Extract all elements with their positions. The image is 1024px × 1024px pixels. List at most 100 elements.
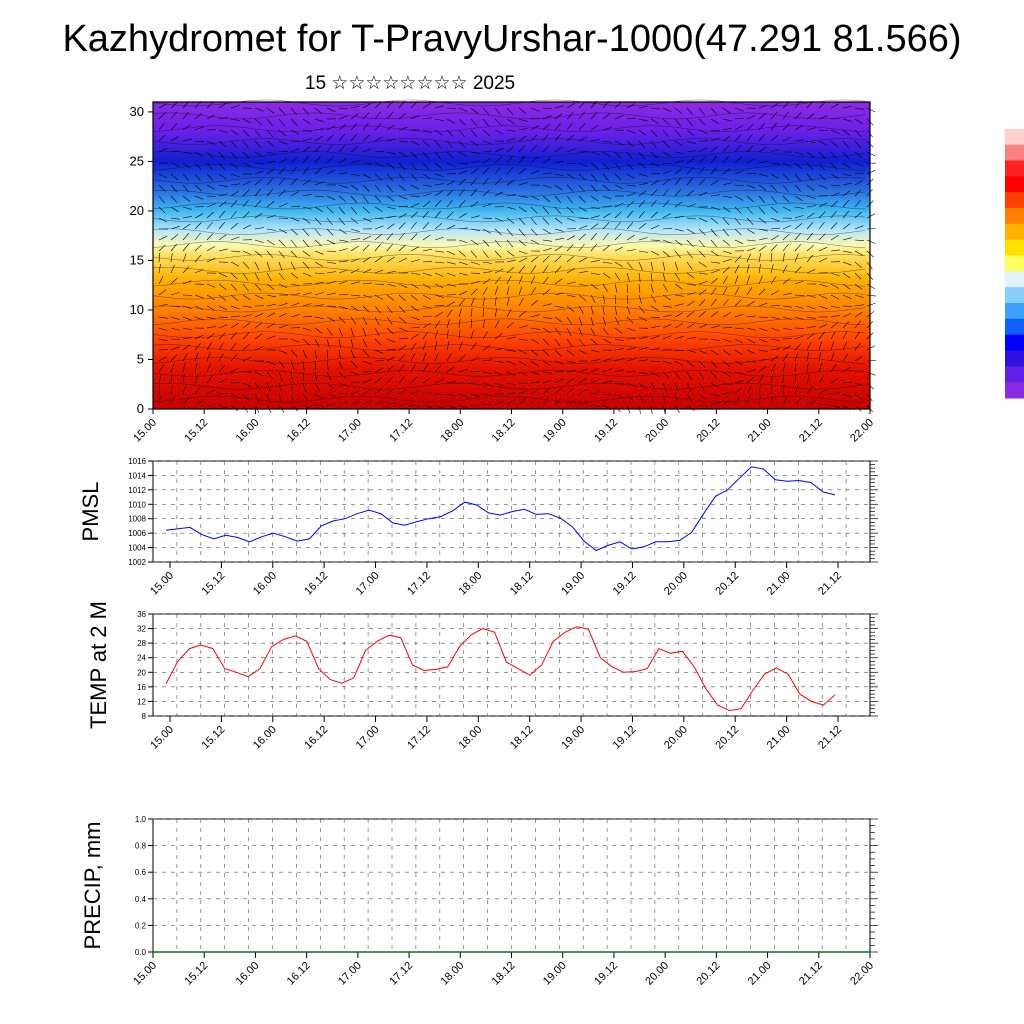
wind-barb <box>638 129 647 136</box>
wind-barb <box>374 294 383 300</box>
wind-barb <box>230 342 237 351</box>
wind-barb <box>338 133 345 142</box>
contour-line <box>152 241 866 248</box>
wind-barb <box>506 167 514 175</box>
wind-barb <box>722 382 732 385</box>
wind-barb <box>494 286 499 296</box>
wind-barb <box>638 200 646 208</box>
wind-barb <box>518 250 528 255</box>
wind-barb <box>374 101 382 109</box>
wind-barb <box>278 129 286 137</box>
wind-barb <box>626 184 636 187</box>
wind-barb <box>230 404 238 412</box>
wind-barb <box>710 155 717 164</box>
wind-barb <box>326 316 336 322</box>
wind-barb <box>314 349 317 359</box>
wind-barb <box>482 307 485 318</box>
wind-barb <box>722 195 732 198</box>
wind-barb <box>554 266 562 274</box>
wind-barb <box>746 217 754 225</box>
wind-barb <box>842 330 848 340</box>
wind-barb <box>374 388 383 395</box>
wind-barb <box>542 172 552 175</box>
wind-barb <box>674 360 683 366</box>
wind-barb <box>638 382 647 389</box>
wind-barb <box>686 393 693 402</box>
wind-barb <box>446 353 452 362</box>
wind-barb <box>698 191 708 197</box>
wind-barb <box>818 221 825 230</box>
wind-barb <box>302 315 313 318</box>
wind-barb <box>194 255 202 263</box>
precip-x-tick-label: 15.00 <box>131 960 159 988</box>
wind-barb <box>806 341 812 351</box>
wind-barb <box>734 170 744 175</box>
wind-barb <box>398 345 407 351</box>
wind-barb <box>842 140 850 149</box>
wind-barb <box>542 158 551 164</box>
wind-barb <box>530 381 540 384</box>
wind-barb <box>782 278 791 285</box>
wind-barb <box>158 396 161 406</box>
wind-barb <box>410 173 418 181</box>
wind-barb <box>566 294 576 298</box>
wind-barb <box>386 151 396 155</box>
wind-barb <box>158 356 167 362</box>
wind-barb <box>854 250 864 256</box>
temp-x-tick-label: 21.12 <box>816 724 844 752</box>
wind-barb <box>542 133 549 142</box>
wind-barb <box>686 129 695 136</box>
y-tick-label: 25 <box>130 153 144 168</box>
wind-barb <box>482 344 491 351</box>
wind-barb <box>470 382 480 386</box>
colorbar-cell <box>1005 382 1024 399</box>
wind-barb <box>458 129 465 138</box>
wind-barb <box>650 261 654 271</box>
wind-barb <box>662 305 672 308</box>
wind-barb <box>326 156 334 164</box>
wind-barb <box>470 272 481 274</box>
wind-barb <box>494 107 501 116</box>
wind-barb <box>398 195 408 200</box>
wind-barb <box>626 294 629 304</box>
wind-barb <box>218 193 228 197</box>
wind-barb <box>770 384 773 395</box>
wind-barb <box>458 200 466 208</box>
wind-barb <box>590 139 600 142</box>
wind-barb <box>710 107 718 115</box>
contour-line <box>152 292 866 300</box>
wind-barb <box>302 167 310 175</box>
wind-barb <box>290 239 297 248</box>
wind-barb <box>302 261 310 269</box>
wind-barb <box>410 272 420 275</box>
wind-barb <box>230 393 240 398</box>
wind-barb <box>794 244 802 252</box>
wind-barb <box>566 173 575 179</box>
wind-barb <box>578 283 588 287</box>
wind-barb <box>758 316 769 318</box>
wind-barb <box>434 129 443 136</box>
wind-barb <box>854 320 861 329</box>
wind-barb <box>458 213 467 219</box>
wind-barb <box>470 280 480 285</box>
wind-barb <box>782 206 792 212</box>
wind-barb <box>494 319 500 329</box>
chart-date-subtitle: 15 ☆☆☆☆☆☆☆☆ 2025 <box>304 73 516 94</box>
wind-barb <box>794 266 802 274</box>
wind-barb <box>770 348 780 351</box>
wind-barb <box>158 235 168 241</box>
wind-barb <box>782 173 790 181</box>
wind-barb <box>458 308 462 318</box>
wind-barb <box>638 283 641 294</box>
wind-barb <box>422 341 427 351</box>
precip-x-tick-label: 17.00 <box>336 960 364 988</box>
wind-barb <box>542 303 552 307</box>
wind-barb <box>758 184 767 191</box>
wind-barb <box>398 184 406 192</box>
wind-barb <box>566 162 577 165</box>
wind-barb <box>530 118 541 120</box>
wind-barb <box>362 103 371 109</box>
wind-barb <box>398 327 408 332</box>
wind-barb <box>602 368 612 373</box>
wind-barb <box>398 222 406 230</box>
